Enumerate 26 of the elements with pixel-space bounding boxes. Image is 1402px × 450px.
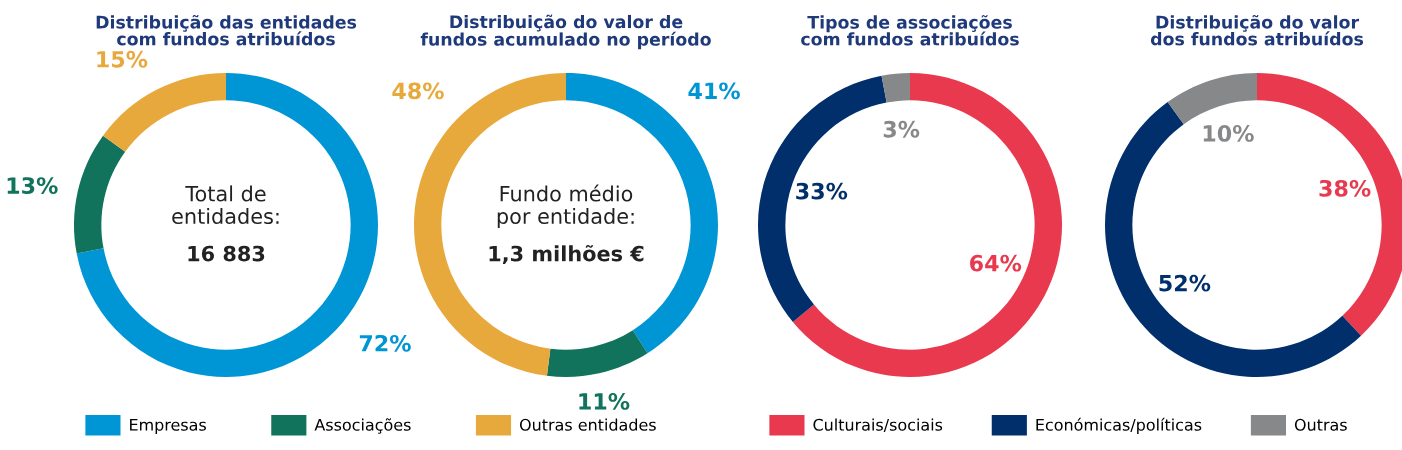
legend-label: Outras	[1294, 418, 1347, 431]
data-label: 72%	[359, 334, 411, 352]
text: 16 883	[188, 245, 265, 262]
chart-title: Distribuição do valor de fundos acumulado no período	[420, 14, 711, 50]
data-label: 41%	[688, 82, 740, 100]
data-label: 10%	[1203, 125, 1254, 142]
data-label: 33%	[796, 182, 848, 200]
legend-label: Económicas/políticas	[1036, 417, 1202, 434]
legend-label: Empresas	[130, 418, 206, 434]
data-label: 11%	[579, 393, 630, 410]
data-label: 15%	[97, 50, 148, 68]
legend-label: Outras entidades	[519, 418, 656, 431]
data-label: 48%	[392, 82, 444, 100]
data-label: 38%	[1319, 179, 1371, 197]
chart-title: Distribuição do valor dos fundos atribuídos	[1150, 14, 1364, 46]
text: Fundo médio por entidade:	[497, 184, 634, 229]
chart-title: Distribuição das entidades com fundos atribuídos	[96, 14, 357, 46]
text: Total de entidades:	[172, 185, 279, 225]
data-label: 3%	[883, 120, 920, 138]
data-label: 64%	[970, 254, 1022, 272]
chart-title: Tipos de associações com fundos atribuídos	[801, 15, 1019, 46]
data-label: 13%	[7, 177, 58, 194]
text: 1,3 milhões €	[489, 244, 644, 265]
legend-label: Associações	[314, 418, 411, 434]
data-label: 52%	[1159, 274, 1211, 292]
legend-label: Culturais/sociais	[813, 418, 943, 433]
